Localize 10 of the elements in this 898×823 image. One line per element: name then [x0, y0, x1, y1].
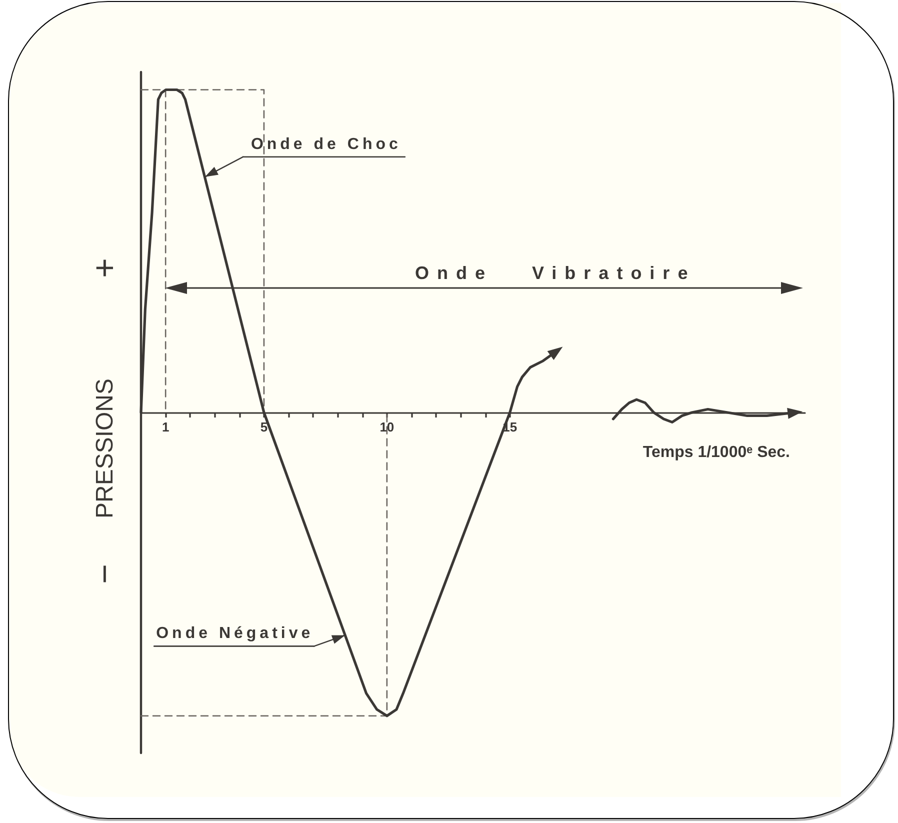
x-tick-label: 10 — [380, 420, 394, 434]
annotation: Onde Négative — [156, 625, 314, 642]
x-tick-label: 1 — [162, 420, 170, 434]
text: − — [86, 564, 124, 584]
annotation: Onde Vibratoire — [415, 263, 696, 283]
x-tick-label: 5 — [260, 420, 268, 434]
y-axis-title: PRESSIONS — [92, 378, 118, 519]
text: + — [86, 258, 124, 278]
x-axis-title: Temps 1/1000ᵉ Sec. — [642, 444, 790, 461]
annotation: Onde de Choc — [250, 136, 402, 153]
